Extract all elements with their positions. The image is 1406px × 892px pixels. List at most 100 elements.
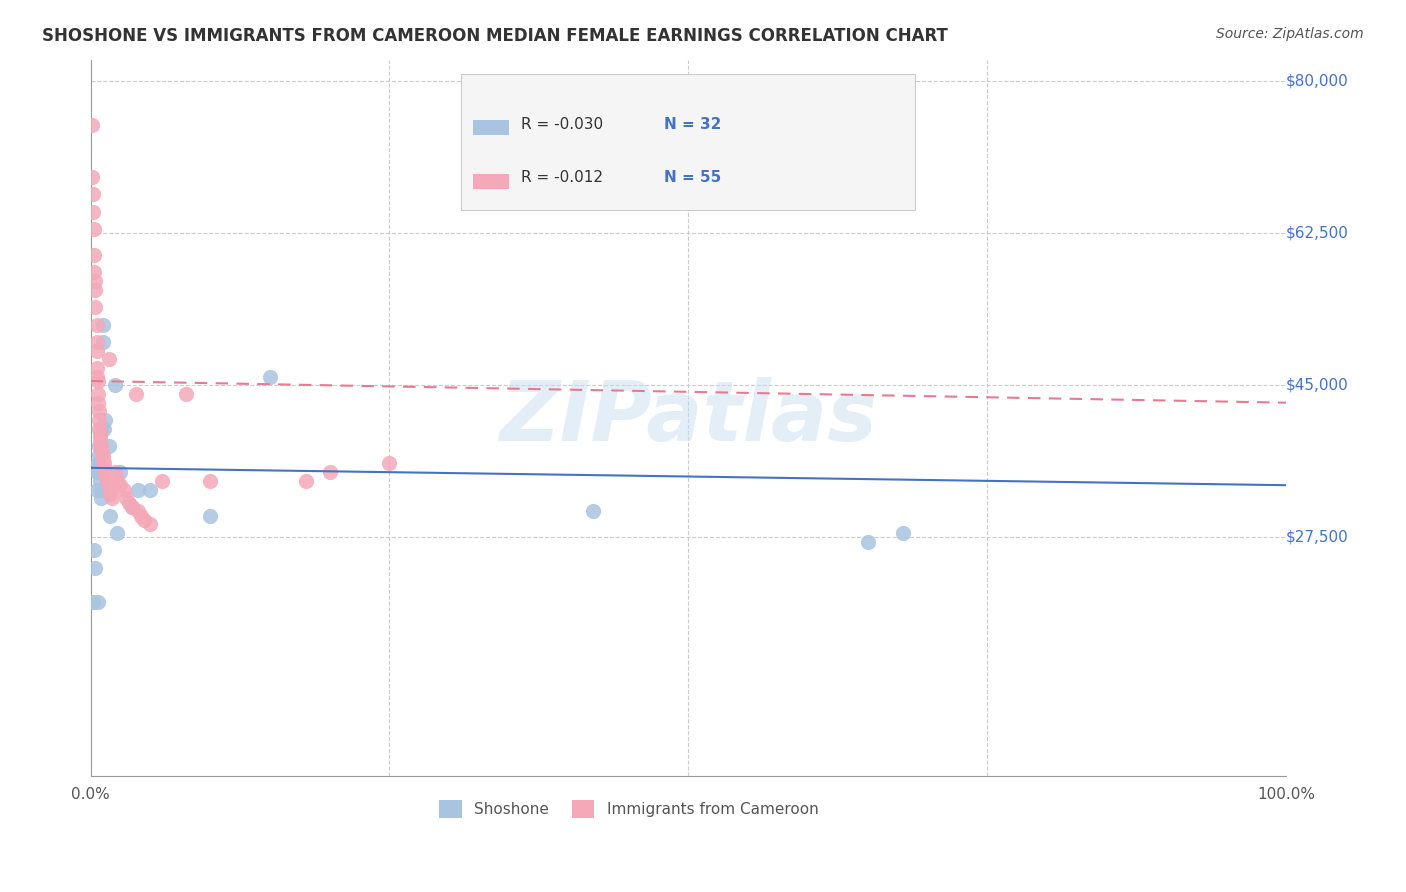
Text: ZIPatlas: ZIPatlas [499, 377, 877, 458]
Point [105, 526, 128, 541]
Point [84, 300, 107, 314]
Point [93, 422, 115, 436]
Point [127, 483, 149, 497]
Text: $80,000: $80,000 [1286, 74, 1348, 89]
Point [91, 452, 114, 467]
Point [96, 474, 118, 488]
Text: N = 32: N = 32 [665, 117, 721, 132]
Point [134, 513, 156, 527]
Point [96, 469, 118, 483]
Text: Source: ZipAtlas.com: Source: ZipAtlas.com [1216, 27, 1364, 41]
Point [93, 457, 115, 471]
Point [103, 378, 125, 392]
Point [103, 465, 125, 479]
Point [89, 430, 111, 444]
Point [94, 465, 117, 479]
Point [378, 457, 401, 471]
Point [84, 274, 107, 288]
Point [198, 474, 221, 488]
Point [87, 387, 110, 401]
Point [150, 474, 173, 488]
Point [259, 369, 281, 384]
Point [174, 387, 197, 401]
Point [94, 413, 117, 427]
Point [82, 595, 104, 609]
Point [90, 422, 112, 436]
Point [893, 526, 915, 541]
Point [110, 478, 132, 492]
Point [115, 491, 138, 506]
Point [89, 434, 111, 449]
Point [86, 360, 108, 375]
Point [97, 352, 120, 367]
Point [87, 422, 110, 436]
Text: $27,500: $27,500 [1286, 530, 1348, 545]
Point [82, 187, 104, 202]
Point [101, 491, 124, 506]
Point [118, 495, 141, 509]
FancyBboxPatch shape [474, 174, 509, 188]
Point [198, 508, 221, 523]
Point [86, 369, 108, 384]
Point [125, 387, 148, 401]
FancyBboxPatch shape [474, 120, 509, 135]
Point [105, 474, 128, 488]
Point [139, 517, 162, 532]
Legend: Shoshone, Immigrants from Cameroon: Shoshone, Immigrants from Cameroon [432, 792, 827, 826]
Point [86, 343, 108, 358]
Text: N = 55: N = 55 [665, 170, 721, 186]
Text: R = -0.030: R = -0.030 [522, 117, 603, 132]
Point [93, 460, 115, 475]
Point [86, 334, 108, 349]
Point [87, 404, 110, 418]
Point [89, 426, 111, 441]
Point [87, 374, 110, 388]
Point [91, 318, 114, 332]
Point [83, 248, 105, 262]
Text: SHOSHONE VS IMMIGRANTS FROM CAMEROON MEDIAN FEMALE EARNINGS CORRELATION CHART: SHOSHONE VS IMMIGRANTS FROM CAMEROON MED… [42, 27, 948, 45]
Point [318, 465, 340, 479]
Point [97, 483, 120, 497]
Point [127, 504, 149, 518]
Point [87, 413, 110, 427]
Point [90, 443, 112, 458]
Point [110, 465, 132, 479]
Point [80, 118, 103, 132]
Point [90, 491, 112, 506]
Point [86, 465, 108, 479]
Point [121, 500, 143, 514]
Point [89, 474, 111, 488]
Point [91, 448, 114, 462]
Point [112, 483, 135, 497]
Point [91, 334, 114, 349]
Point [89, 457, 111, 471]
Point [83, 222, 105, 236]
Point [87, 395, 110, 409]
Point [97, 439, 120, 453]
Point [98, 508, 121, 523]
Point [98, 487, 121, 501]
Point [856, 534, 879, 549]
Text: $62,500: $62,500 [1286, 226, 1348, 241]
Point [90, 439, 112, 453]
Point [582, 504, 605, 518]
Point [80, 169, 103, 184]
Point [87, 465, 110, 479]
Text: R = -0.012: R = -0.012 [522, 170, 603, 186]
Point [139, 483, 162, 497]
Point [129, 508, 152, 523]
Point [121, 500, 143, 514]
FancyBboxPatch shape [461, 74, 915, 211]
Point [87, 448, 110, 462]
Point [84, 283, 107, 297]
Point [87, 457, 110, 471]
Point [87, 439, 110, 453]
Point [83, 543, 105, 558]
Text: $45,000: $45,000 [1286, 378, 1348, 392]
Point [86, 318, 108, 332]
Point [83, 265, 105, 279]
Point [82, 204, 104, 219]
Point [87, 595, 110, 609]
Point [90, 483, 112, 497]
Point [86, 483, 108, 497]
